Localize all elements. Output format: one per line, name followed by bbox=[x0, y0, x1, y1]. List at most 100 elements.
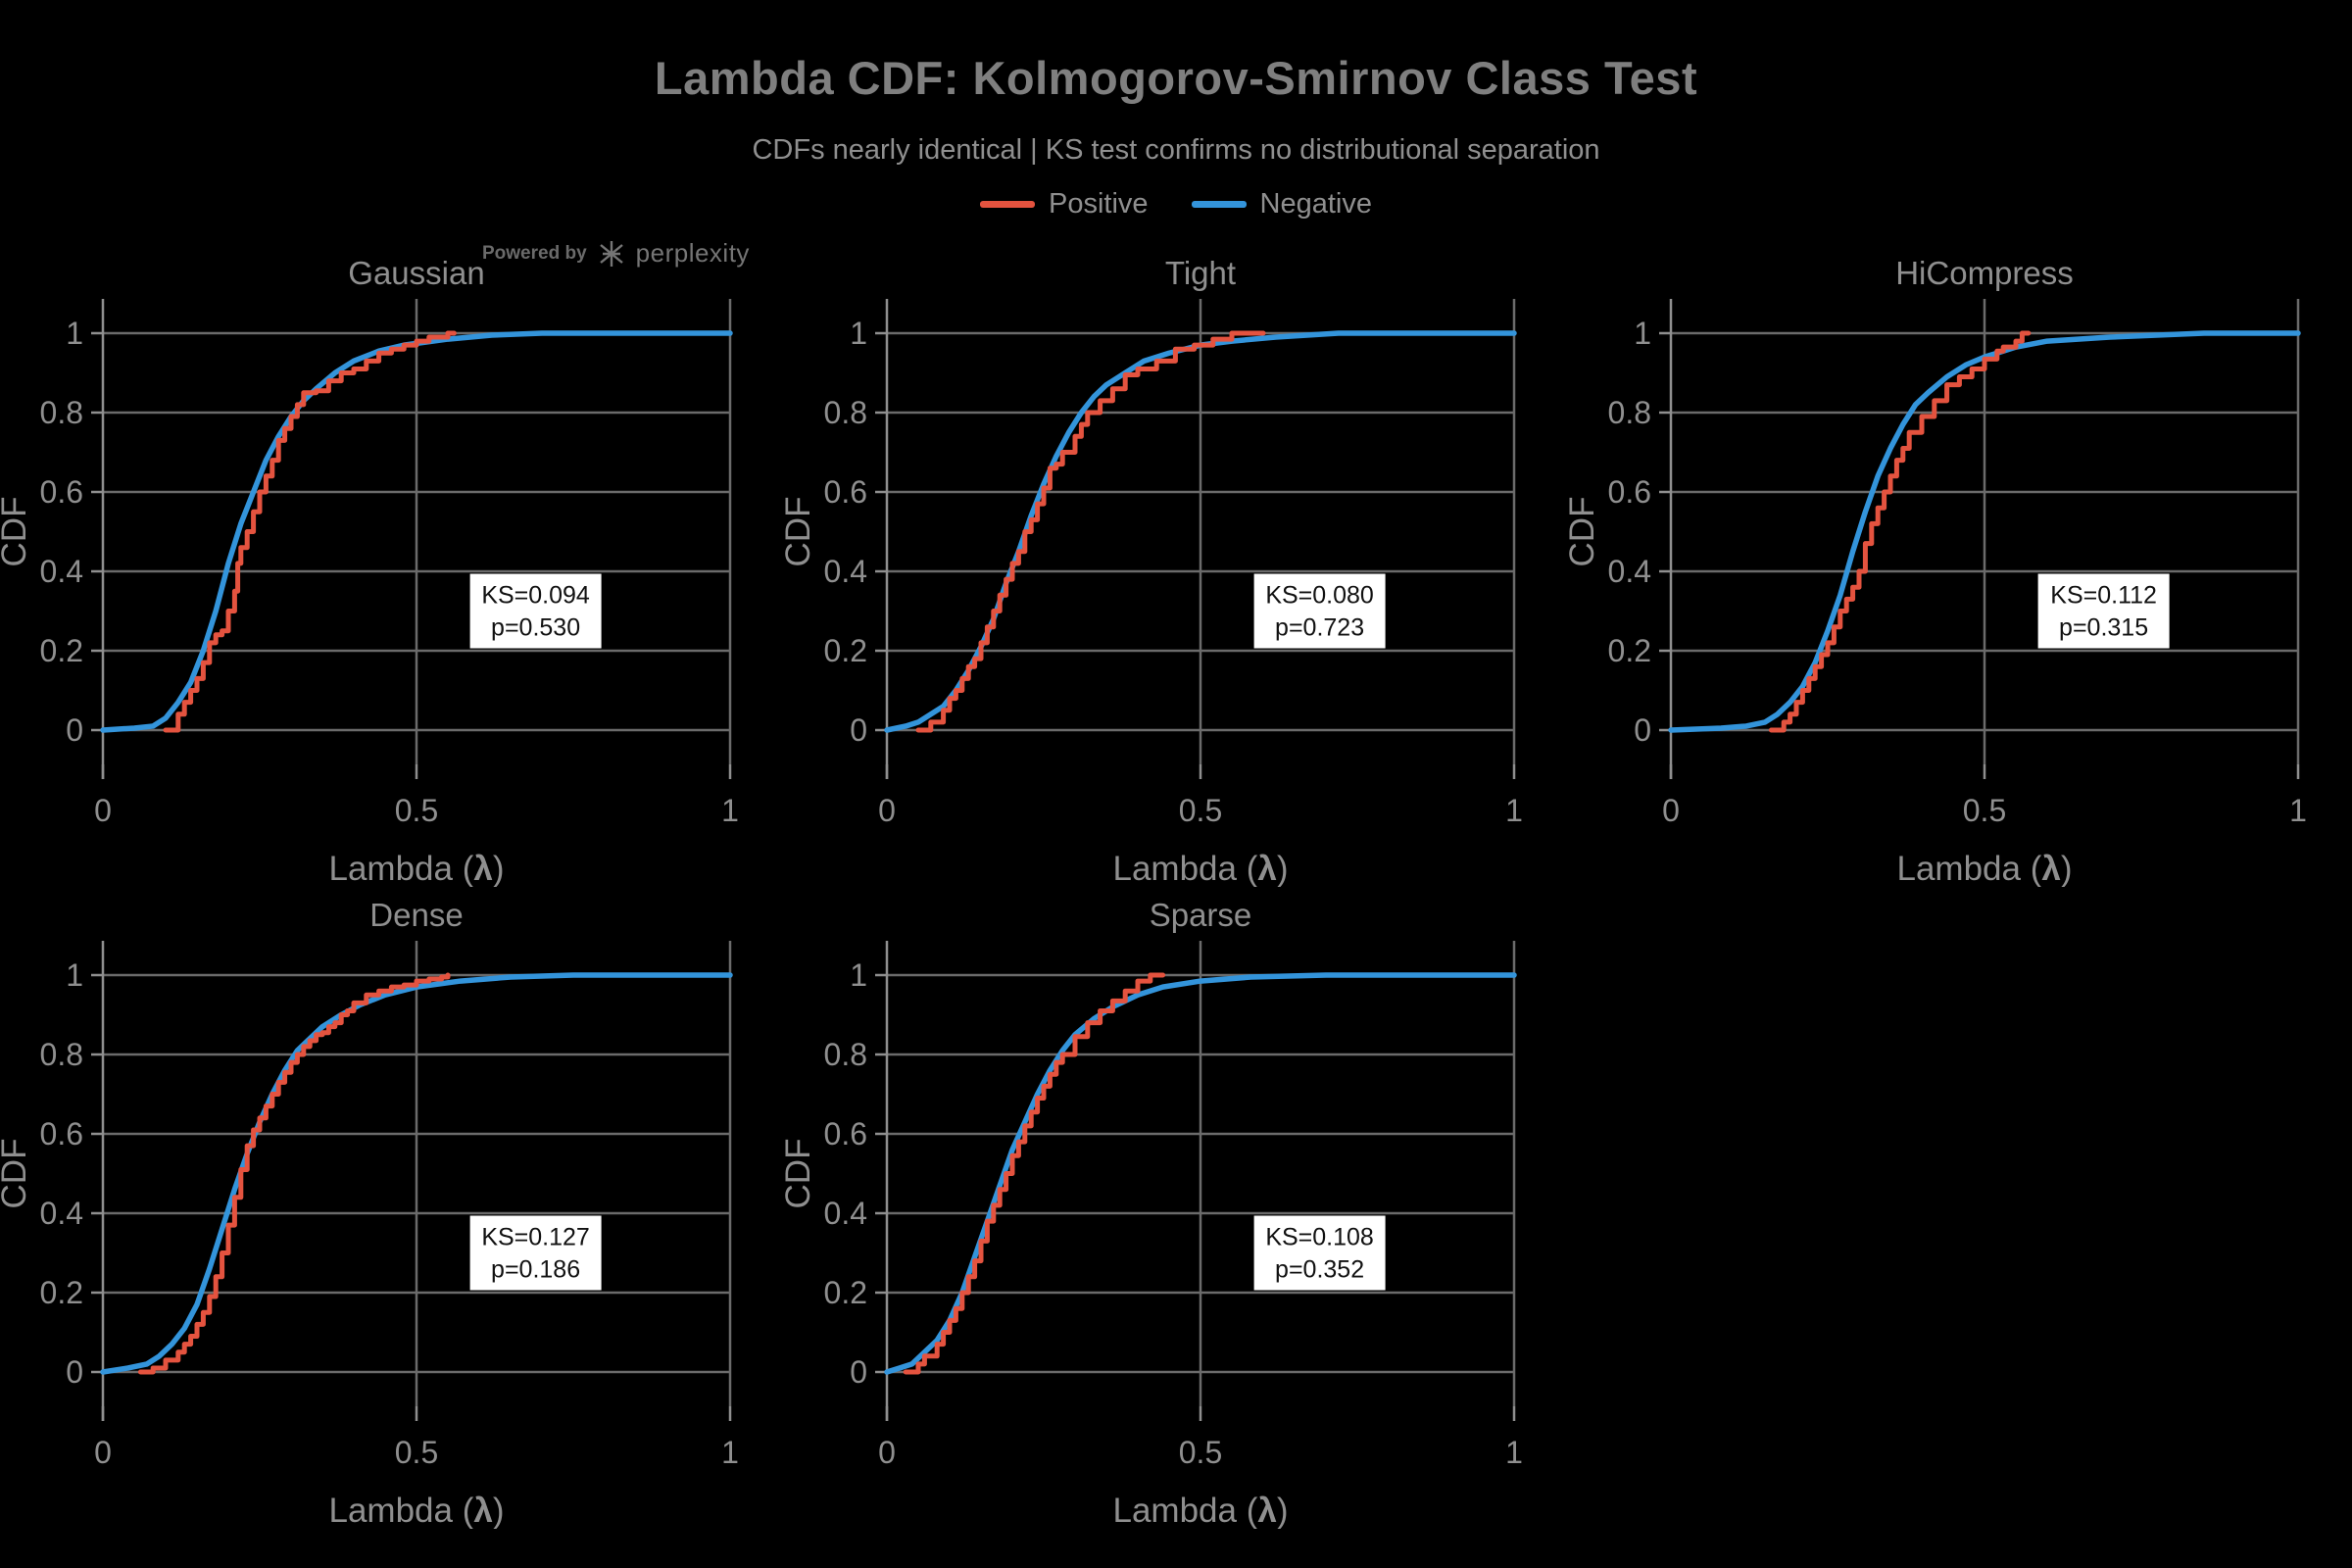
p-value: p=0.723 bbox=[1275, 614, 1364, 642]
legend-label-negative: Negative bbox=[1259, 188, 1372, 220]
subplot-hicompress: HiCompress 0 0.5 1 0 0.2 0.4 0.6 0.8 1 Lambda (λ) C… bbox=[1563, 245, 2352, 888]
y-tick-label: 0.6 bbox=[40, 1116, 83, 1152]
y-axis-label: CDF bbox=[1568, 497, 1601, 567]
y-tick-label: 0 bbox=[1634, 712, 1651, 748]
ks-annotation-box bbox=[1253, 573, 1386, 649]
x-tick-label: 1 bbox=[2289, 793, 2307, 828]
x-tick-label: 1 bbox=[721, 1435, 739, 1470]
x-tick-label: 1 bbox=[721, 793, 739, 828]
positive-line-swatch bbox=[979, 201, 1035, 208]
y-axis-label: CDF bbox=[784, 1139, 817, 1209]
subplot-svg: Dense 0 0.5 1 0 0.2 0.4 0.6 0.8 1 Lambda (λ) CDF KS=… bbox=[0, 897, 739, 1530]
x-axis-label: Lambda (λ) bbox=[1897, 850, 2073, 887]
y-tick-label: 0 bbox=[850, 1354, 867, 1390]
p-value: p=0.186 bbox=[491, 1256, 580, 1284]
ks-value: KS=0.127 bbox=[481, 1224, 590, 1251]
cdf-line-positive bbox=[137, 972, 451, 1375]
x-tick-label: 0.5 bbox=[395, 1435, 438, 1470]
y-tick-label: 0.2 bbox=[1608, 633, 1651, 668]
y-tick-label: 1 bbox=[1634, 316, 1651, 351]
y-tick-label: 0.2 bbox=[824, 1275, 867, 1310]
p-value: p=0.352 bbox=[1275, 1256, 1364, 1284]
y-tick-label: 1 bbox=[66, 957, 83, 993]
y-tick-label: 0.6 bbox=[1608, 474, 1651, 510]
p-value: p=0.315 bbox=[2059, 614, 2148, 642]
cdf-line-positive bbox=[163, 330, 457, 733]
y-tick-label: 0 bbox=[850, 712, 867, 748]
y-tick-label: 0.8 bbox=[40, 395, 83, 430]
subplot-grid: Gaussian 0 0.5 1 0 0.2 0.4 0.6 0.8 1 Lambda (λ) CDF… bbox=[0, 245, 2352, 1539]
y-tick-label: 0.8 bbox=[824, 1037, 867, 1072]
y-tick-label: 0.4 bbox=[40, 1196, 83, 1231]
subplot-title: HiCompress bbox=[1895, 255, 2074, 291]
subplot-title: Dense bbox=[369, 897, 463, 933]
y-tick-label: 0.4 bbox=[40, 554, 83, 589]
ks-value: KS=0.112 bbox=[2050, 582, 2157, 610]
y-axis-label: CDF bbox=[784, 497, 817, 567]
y-tick-label: 0.2 bbox=[40, 1275, 83, 1310]
x-tick-label: 0 bbox=[94, 793, 112, 828]
legend-label-positive: Positive bbox=[1048, 188, 1149, 220]
y-tick-label: 0.2 bbox=[40, 633, 83, 668]
powered-by-watermark: Powered by perplexity bbox=[482, 238, 750, 269]
subplot-title: Sparse bbox=[1150, 897, 1252, 933]
y-tick-label: 0 bbox=[66, 712, 83, 748]
x-tick-label: 0 bbox=[878, 1435, 896, 1470]
y-tick-label: 1 bbox=[850, 316, 867, 351]
x-tick-label: 0.5 bbox=[1179, 793, 1222, 828]
subplot-gaussian: Gaussian 0 0.5 1 0 0.2 0.4 0.6 0.8 1 Lambda (λ) CDF… bbox=[0, 245, 784, 888]
legend-item-positive[interactable]: Positive bbox=[979, 188, 1149, 220]
figure-subtitle: CDFs nearly identical | KS test confirms… bbox=[752, 134, 1600, 166]
subplot-svg: Tight 0 0.5 1 0 0.2 0.4 0.6 0.8 1 Lambda (λ) CDF KS=… bbox=[779, 255, 1523, 888]
y-tick-label: 0.6 bbox=[40, 474, 83, 510]
ks-annotation-box bbox=[469, 573, 602, 649]
y-tick-label: 0.8 bbox=[824, 395, 867, 430]
x-tick-label: 1 bbox=[1505, 1435, 1523, 1470]
y-tick-label: 0.4 bbox=[1608, 554, 1651, 589]
negative-line-swatch bbox=[1191, 201, 1247, 208]
x-tick-label: 0.5 bbox=[1963, 793, 2006, 828]
subplot-title: Tight bbox=[1165, 255, 1236, 291]
legend-item-negative[interactable]: Negative bbox=[1191, 188, 1372, 220]
x-tick-label: 0 bbox=[94, 1435, 112, 1470]
y-tick-label: 0.4 bbox=[824, 554, 867, 589]
ks-value: KS=0.094 bbox=[481, 582, 590, 610]
cdf-line-positive bbox=[915, 330, 1266, 733]
cdf-line-negative bbox=[884, 972, 1517, 1375]
y-tick-label: 0.6 bbox=[824, 1116, 867, 1152]
y-tick-label: 1 bbox=[66, 316, 83, 351]
y-tick-label: 1 bbox=[850, 957, 867, 993]
y-tick-label: 0.8 bbox=[1608, 395, 1651, 430]
page-title: Lambda CDF: Kolmogorov-Smirnov Class Tes… bbox=[654, 52, 1698, 104]
subplot-svg: HiCompress 0 0.5 1 0 0.2 0.4 0.6 0.8 1 Lambda (λ) C… bbox=[1563, 255, 2307, 888]
cdf-line-positive bbox=[1768, 330, 2032, 733]
y-axis-label: CDF bbox=[0, 497, 33, 567]
ks-annotation-box bbox=[1253, 1215, 1386, 1291]
subplot-tight: Tight 0 0.5 1 0 0.2 0.4 0.6 0.8 1 Lambda (λ) CDF KS=… bbox=[779, 245, 1568, 888]
figure-header: Lambda CDF: Kolmogorov-Smirnov Class Tes… bbox=[0, 0, 2352, 220]
empty-cell bbox=[1568, 887, 2352, 1529]
p-value: p=0.530 bbox=[491, 614, 580, 642]
subplot-title: Gaussian bbox=[348, 255, 484, 291]
ks-value: KS=0.108 bbox=[1265, 1224, 1374, 1251]
x-tick-label: 0.5 bbox=[395, 793, 438, 828]
subplot-svg: Gaussian 0 0.5 1 0 0.2 0.4 0.6 0.8 1 Lambda (λ) CDF… bbox=[0, 255, 739, 888]
y-tick-label: 0.6 bbox=[824, 474, 867, 510]
legend: Positive Negative bbox=[0, 188, 2352, 220]
y-tick-label: 0.4 bbox=[824, 1196, 867, 1231]
cdf-line-positive bbox=[903, 972, 1166, 1375]
x-tick-label: 0 bbox=[1662, 793, 1680, 828]
ks-annotation-box bbox=[469, 1215, 602, 1291]
y-tick-label: 0.2 bbox=[824, 633, 867, 668]
x-axis-label: Lambda (λ) bbox=[1113, 850, 1289, 887]
ks-annotation-box bbox=[2037, 573, 2170, 649]
subplot-svg: Sparse 0 0.5 1 0 0.2 0.4 0.6 0.8 1 Lambda (λ) CDF KS… bbox=[779, 897, 1523, 1530]
y-tick-label: 0.8 bbox=[40, 1037, 83, 1072]
x-tick-label: 0 bbox=[878, 793, 896, 828]
x-axis-label: Lambda (λ) bbox=[329, 1492, 505, 1529]
x-axis-label: Lambda (λ) bbox=[1113, 1492, 1289, 1529]
y-tick-label: 0 bbox=[66, 1354, 83, 1390]
x-axis-label: Lambda (λ) bbox=[329, 850, 505, 887]
x-tick-label: 1 bbox=[1505, 793, 1523, 828]
